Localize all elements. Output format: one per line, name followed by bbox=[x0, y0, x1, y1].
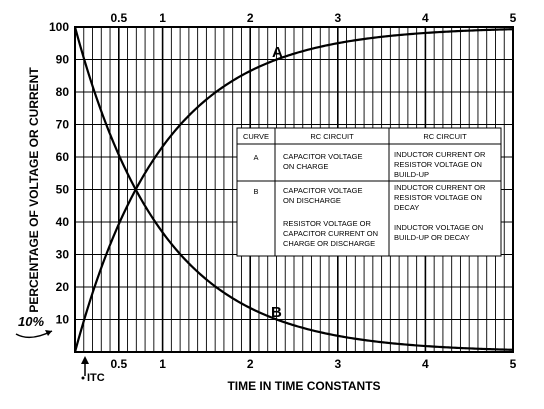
x-tick-label-top: 4 bbox=[422, 11, 429, 25]
legend-row-a-curve: A bbox=[253, 153, 258, 162]
legend-row-b-rc: RESISTOR VOLTAGE OR bbox=[283, 219, 372, 228]
axes bbox=[74, 26, 514, 353]
legend-row-b-rl: DECAY bbox=[394, 203, 419, 212]
x-tick-label-bottom: 1 bbox=[159, 357, 166, 371]
legend-row-b-rc: CHARGE OR DISCHARGE bbox=[283, 239, 375, 248]
plot-frame bbox=[74, 26, 514, 353]
legend-row-a-rc: ON CHARGE bbox=[283, 162, 328, 171]
legend-header-rc: RC CIRCUIT bbox=[310, 132, 354, 141]
x-tick-label-top: 5 bbox=[510, 11, 517, 25]
legend-row-b-rc: ON DISCHARGE bbox=[283, 196, 341, 205]
y-tick-label: 30 bbox=[56, 248, 70, 262]
y-axis-title: PERCENTAGE OF VOLTAGE OR CURRENT bbox=[27, 67, 41, 313]
legend-header-curve: CURVE bbox=[243, 132, 269, 141]
legend-row-a-rc: CAPACITOR VOLTAGE bbox=[283, 152, 362, 161]
ten-percent-label: 10% bbox=[18, 314, 44, 329]
legend-row-b-rl: INDUCTOR CURRENT OR bbox=[394, 183, 486, 192]
x-tick-label-top: 2 bbox=[247, 11, 254, 25]
legend-row-b-rc: CAPACITOR VOLTAGE bbox=[283, 186, 362, 195]
x-tick-label-bottom: 0.5 bbox=[110, 357, 127, 371]
x-tick-label-bottom: 3 bbox=[334, 357, 341, 371]
x-tick-label-bottom: 2 bbox=[247, 357, 254, 371]
legend-row-b-rl: INDUCTOR VOLTAGE ON bbox=[394, 223, 483, 232]
y-tick-label: 90 bbox=[56, 53, 70, 67]
y-tick-label: 70 bbox=[56, 118, 70, 132]
legend-row-b-rc: CAPACITOR CURRENT ON bbox=[283, 229, 378, 238]
series-line-b bbox=[73, 26, 514, 351]
legend-table: CURVE RC CIRCUIT RC CIRCUIT A CAPACITOR … bbox=[236, 127, 502, 257]
x-tick-label-top: 0.5 bbox=[110, 11, 127, 25]
x-axis-title: TIME IN TIME CONSTANTS bbox=[227, 379, 380, 393]
series-line-a bbox=[73, 28, 514, 353]
ten-percent-arrowhead bbox=[45, 330, 52, 336]
curves bbox=[73, 26, 514, 353]
x-tick-label-bottom: 5 bbox=[510, 357, 517, 371]
itc-dot bbox=[81, 376, 85, 380]
itc-label: ITC bbox=[87, 372, 105, 384]
y-tick-label: 100 bbox=[49, 20, 69, 34]
legend-row-a-rl: BUILD-UP bbox=[394, 170, 429, 179]
legend-row-b-curve: B bbox=[253, 187, 258, 196]
curve-label-a: A bbox=[272, 44, 283, 61]
y-tick-label: 20 bbox=[56, 280, 70, 294]
legend-row-b-rl: RESISTOR VOLTAGE ON bbox=[394, 193, 482, 202]
y-tick-label: 80 bbox=[56, 85, 70, 99]
curve-label-b: B bbox=[271, 304, 282, 321]
y-tick-label: 60 bbox=[56, 150, 70, 164]
x-tick-label-top: 3 bbox=[334, 11, 341, 25]
legend-row-a-rl: INDUCTOR CURRENT OR bbox=[394, 150, 486, 159]
legend-row-b-rl: BUILD-UP OR DECAY bbox=[394, 233, 470, 242]
legend-table-bg bbox=[236, 127, 502, 257]
legend-header-rc-2: RC CIRCUIT bbox=[423, 132, 467, 141]
y-tick-label: 50 bbox=[56, 183, 70, 197]
tick-labels: 10 20 30 40 50 60 70 80 90 100 0.5 0.5 1 1 2 2 3 3 4 4 5 5 bbox=[49, 11, 517, 371]
legend-row-a-rl: RESISTOR VOLTAGE ON bbox=[394, 160, 482, 169]
itc-annotation: ITC bbox=[81, 356, 105, 384]
y-tick-label: 10 bbox=[56, 313, 70, 327]
x-tick-label-top: 1 bbox=[159, 11, 166, 25]
y-tick-label: 40 bbox=[56, 215, 70, 229]
x-tick-label-bottom: 4 bbox=[422, 357, 429, 371]
ten-percent-annotation: 10% bbox=[15, 314, 53, 339]
itc-arrowhead bbox=[81, 356, 89, 364]
